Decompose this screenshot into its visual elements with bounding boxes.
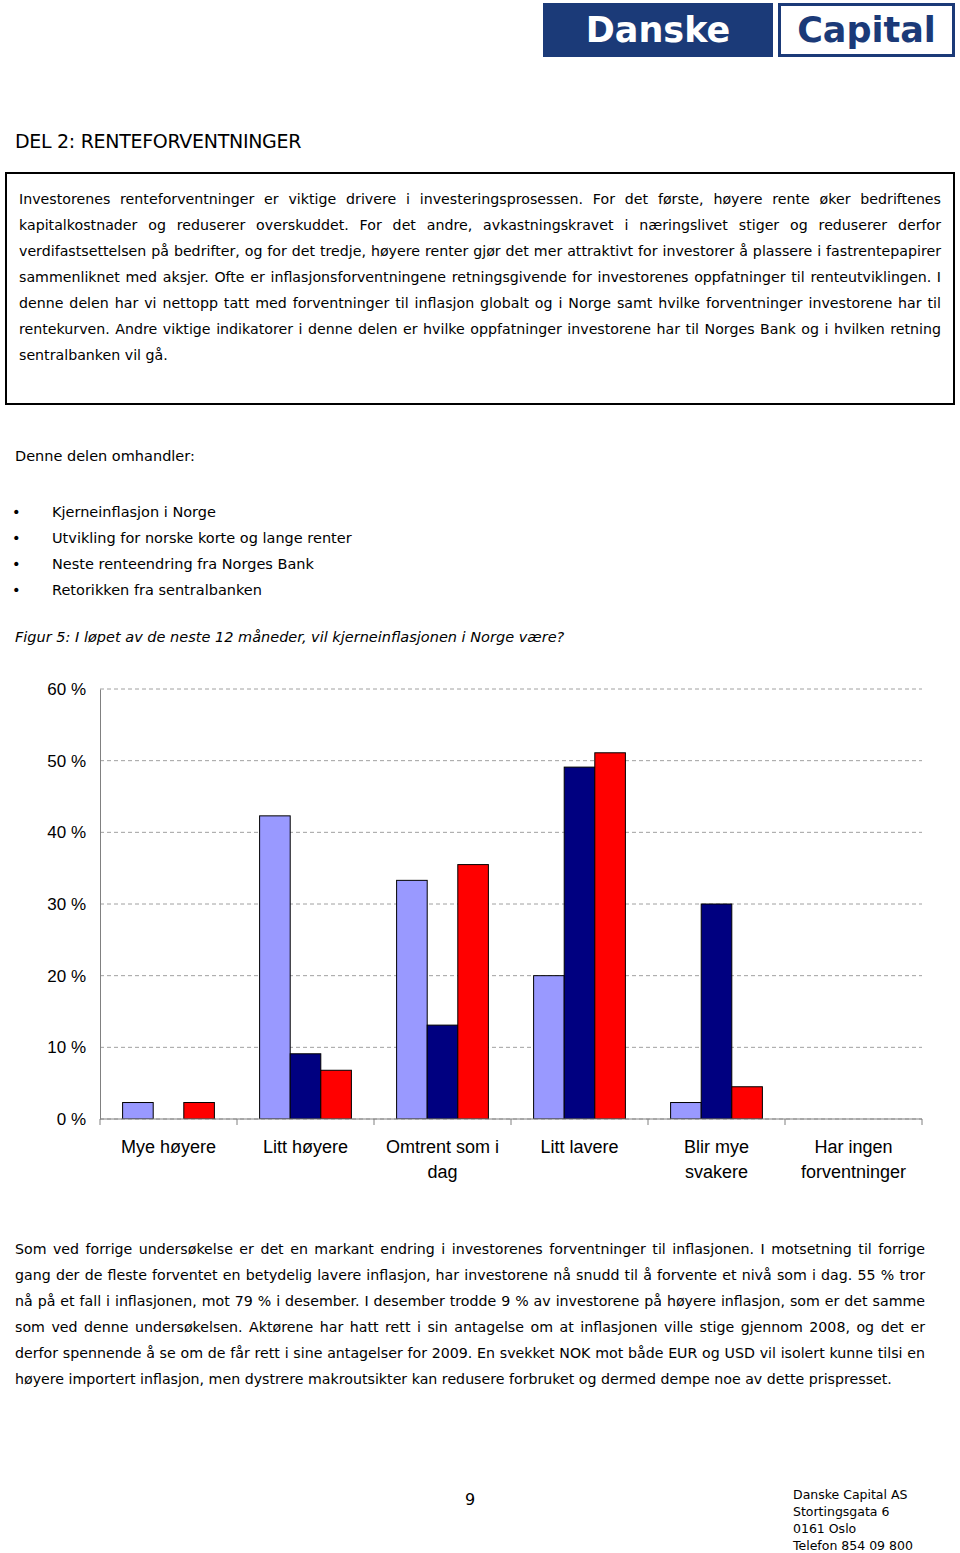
y-tick-label: 20 % xyxy=(47,967,86,986)
grid-line xyxy=(100,904,922,905)
y-axis: 0 % 10 % 20 % 30 % 40 % 50 % 60 % xyxy=(47,680,100,1129)
bar xyxy=(321,1070,352,1119)
y-tick-label: 10 % xyxy=(47,1038,86,1057)
bar xyxy=(534,976,565,1119)
topic-item: Kjerneinflasjon i Norge xyxy=(16,499,352,525)
figure-caption: Figur 5: I løpet av de neste 12 måneder,… xyxy=(15,629,564,645)
grid-line xyxy=(100,975,922,976)
footer-line: Stortingsgata 6 xyxy=(793,1503,913,1520)
x-boundary-tick xyxy=(511,1119,512,1125)
x-tick-label: Litt lavere xyxy=(540,1137,618,1157)
grid-line xyxy=(100,760,922,761)
chart: 0 % 10 % 20 % 30 % 40 % 50 % 60 % Mye høyere Lit… xyxy=(0,670,960,1230)
topic-item: Retorikken fra sentralbanken xyxy=(16,577,352,603)
bar xyxy=(458,865,489,1119)
y-tick: 30 % xyxy=(47,895,100,914)
logo-danske: Danske xyxy=(543,3,773,57)
y-tick: 20 % xyxy=(47,967,100,986)
y-tick-label: 50 % xyxy=(47,752,86,771)
topic-item: Utvikling for norske korte og lange rent… xyxy=(16,525,352,551)
bar xyxy=(290,1054,321,1119)
footer-address: Danske Capital ASStortingsgata 60161 Osl… xyxy=(793,1486,913,1553)
y-tick: 40 % xyxy=(47,823,100,842)
bars xyxy=(123,753,763,1119)
x-boundary-tick xyxy=(374,1119,375,1125)
x-boundary-tick xyxy=(648,1119,649,1125)
y-tick-label: 60 % xyxy=(47,680,86,699)
footer-line: Telefon 854 09 800 xyxy=(793,1537,913,1553)
y-tick: 10 % xyxy=(47,1038,100,1057)
bar xyxy=(427,1025,458,1119)
logo-capital: Capital xyxy=(778,3,955,57)
x-boundary-tick xyxy=(237,1119,238,1125)
x-tick-label: Har ingenforventninger xyxy=(801,1137,906,1182)
x-boundary-tick xyxy=(922,1119,923,1125)
bar xyxy=(184,1103,215,1119)
grid-line xyxy=(100,689,922,690)
topic-item: Neste renteendring fra Norges Bank xyxy=(16,551,352,577)
grid xyxy=(100,689,922,1119)
grid-line xyxy=(100,832,922,833)
bar xyxy=(701,904,732,1119)
page-number: 9 xyxy=(450,1490,490,1509)
y-tick-label: 30 % xyxy=(47,895,86,914)
bar xyxy=(564,767,595,1119)
x-tick-label: Omtrent som idag xyxy=(386,1137,499,1182)
y-tick-label: 40 % xyxy=(47,823,86,842)
x-tick: Blir myesvakere xyxy=(684,1119,749,1182)
footer-line: 0161 Oslo xyxy=(793,1520,913,1537)
y-tick: 60 % xyxy=(47,680,100,699)
footer-line: Danske Capital AS xyxy=(793,1486,913,1503)
y-axis-line xyxy=(100,690,101,1120)
list-heading: Denne delen omhandler: xyxy=(15,448,195,464)
x-tick: Litt lavere xyxy=(540,1119,618,1157)
y-tick-label: 0 % xyxy=(57,1110,86,1129)
x-boundary-tick xyxy=(785,1119,786,1125)
x-tick: Litt høyere xyxy=(263,1119,348,1157)
y-tick: 0 % xyxy=(57,1110,100,1129)
x-axis: Mye høyere Litt høyere Omtrent som idag Lit… xyxy=(100,1119,922,1182)
x-boundary-ticks xyxy=(100,1119,922,1125)
bar xyxy=(260,816,291,1119)
section-title: DEL 2: RENTEFORVENTNINGER xyxy=(15,130,301,152)
bar xyxy=(732,1087,763,1119)
bar xyxy=(671,1103,702,1119)
x-tick: Mye høyere xyxy=(121,1119,216,1157)
x-tick-label: Mye høyere xyxy=(121,1137,216,1157)
intro-text: Investorenes renteforventninger er vikti… xyxy=(5,172,955,405)
x-boundary-tick xyxy=(100,1119,101,1125)
bar xyxy=(595,753,626,1119)
x-tick-label: Blir myesvakere xyxy=(684,1137,749,1182)
x-tick: Har ingenforventninger xyxy=(801,1119,906,1182)
y-tick: 50 % xyxy=(47,752,100,771)
grid-line xyxy=(100,1047,922,1048)
body-text: Som ved forrige undersøkelse er det en m… xyxy=(15,1236,925,1392)
topic-list: Kjerneinflasjon i NorgeUtvikling for nor… xyxy=(52,499,388,603)
x-tick-label: Litt høyere xyxy=(263,1137,348,1157)
bar xyxy=(397,880,428,1119)
bar xyxy=(123,1103,154,1119)
x-tick: Omtrent som idag xyxy=(386,1119,499,1182)
